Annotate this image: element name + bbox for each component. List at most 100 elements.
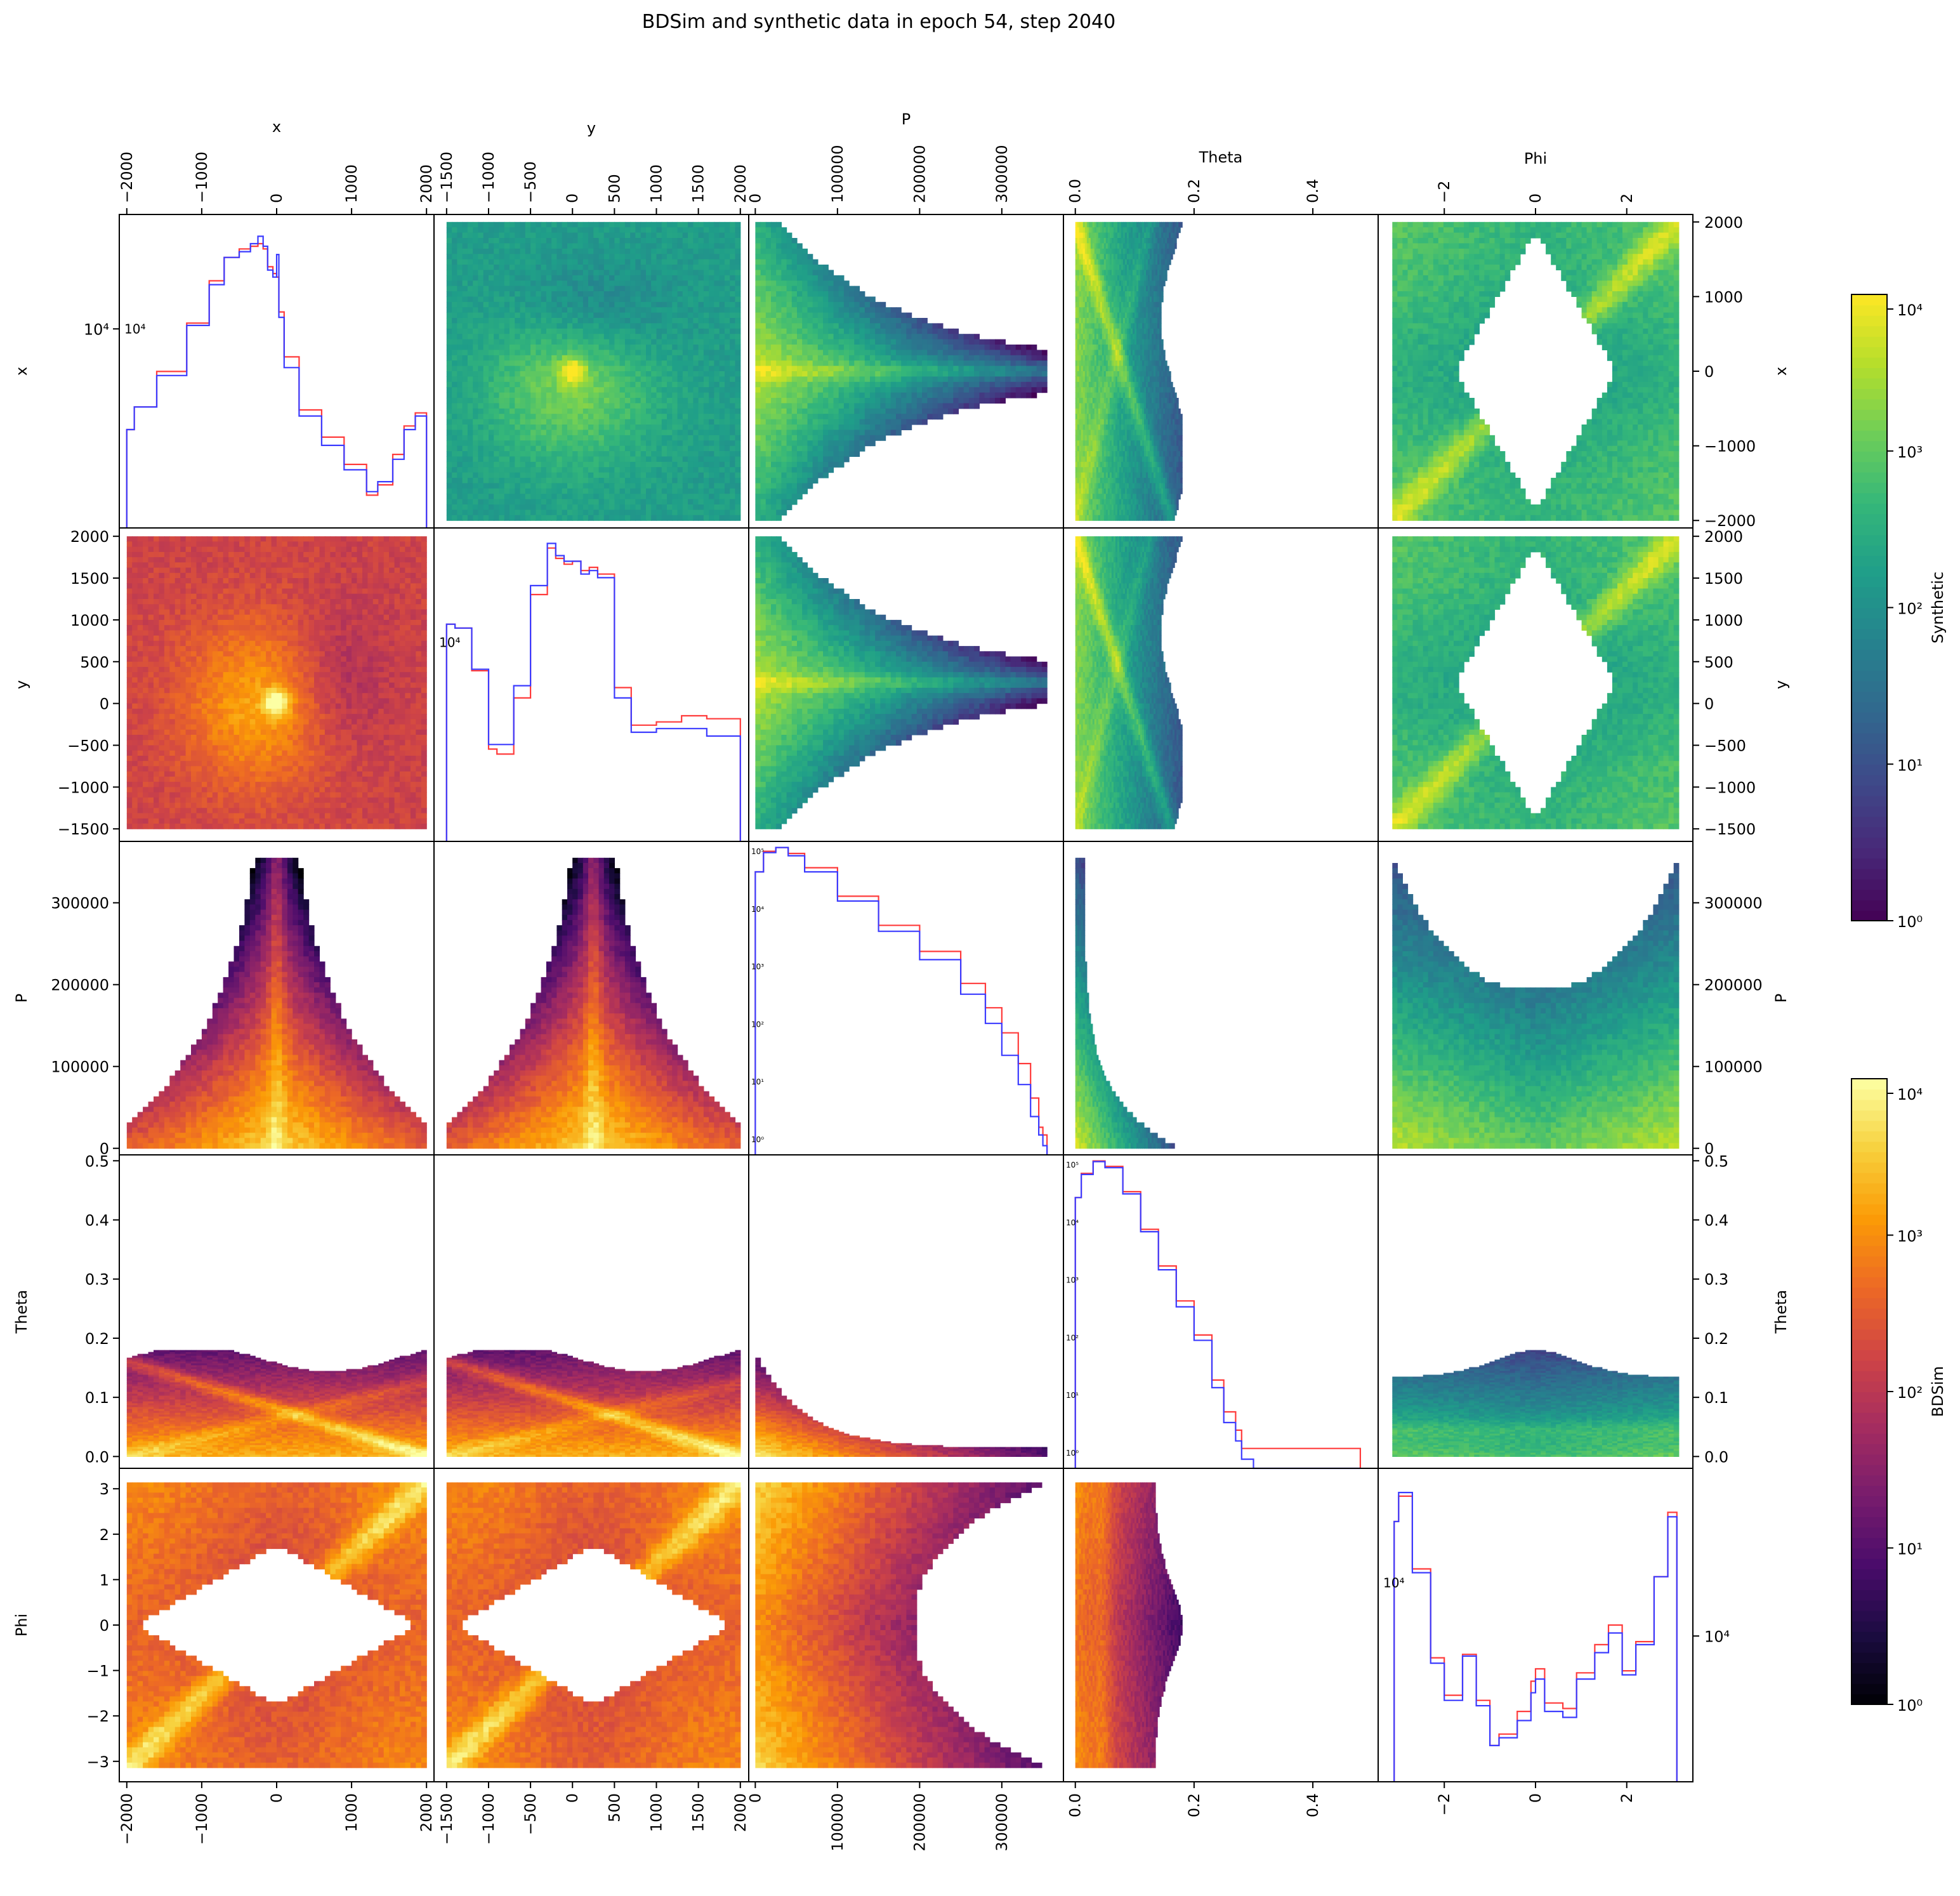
hist2d-bin (562, 233, 568, 239)
hist2d-bin (593, 371, 599, 377)
hist2d-bin (609, 238, 615, 244)
hist2d-bin (499, 318, 505, 324)
hist2d-bin (478, 414, 483, 419)
hist2d-bin (735, 313, 741, 319)
hist2d-bin (688, 440, 694, 446)
hist2d-bin (609, 318, 615, 324)
hist2d-bin (546, 270, 552, 275)
hist2d-bin (725, 393, 730, 398)
hist2d-bin (688, 286, 694, 292)
hist2d-bin (556, 376, 562, 382)
hist2d-bin (463, 345, 468, 350)
hist2d-bin (699, 371, 704, 377)
hist2d-bin (735, 280, 741, 286)
hist2d-bin (614, 425, 620, 430)
hist2d-bin (730, 446, 735, 452)
hist2d-bin (651, 376, 657, 382)
hist2d-bin (541, 355, 547, 361)
hist2d-bin (541, 334, 547, 339)
hist2d-bin (625, 323, 631, 329)
hist2d-bin (683, 419, 688, 425)
hist2d-bin (556, 275, 562, 281)
hist2d-bin (551, 227, 557, 233)
hist2d-bin (463, 296, 468, 302)
hist2d-bin (630, 366, 636, 372)
hist2d-bin (735, 339, 741, 345)
hist2d-bin (699, 451, 704, 457)
hist2d-bin (720, 376, 725, 382)
hist2d-bin (489, 238, 494, 244)
hist2d-bin (578, 515, 584, 521)
hist2d-bin (614, 270, 620, 275)
hist2d-bin (609, 430, 615, 435)
hist2d-bin (761, 249, 766, 254)
hist2d-bin (504, 371, 510, 377)
hist2d-bin (468, 462, 473, 468)
hist2d-bin (515, 307, 520, 313)
hist2d-bin (704, 243, 709, 249)
hist2d-bin (489, 478, 494, 484)
hist2d-bin (635, 467, 641, 473)
hist2d-bin (530, 227, 536, 233)
hist2d-bin (515, 291, 520, 297)
hist2d-bin (704, 275, 709, 281)
hist2d-bin (614, 489, 620, 494)
hist2d-bin (525, 382, 531, 388)
hist2d-bin (625, 371, 631, 377)
hist2d-bin (483, 280, 489, 286)
hist2d-bin (551, 414, 557, 419)
hist2d-bin (536, 499, 541, 505)
hist2d-bin (494, 260, 499, 265)
hist2d-bin (735, 440, 741, 446)
hist2d-bin (530, 440, 536, 446)
hist2d-bin (578, 350, 584, 355)
hist2d-bin (630, 339, 636, 345)
hist2d-bin (657, 451, 662, 457)
hist2d-bin (463, 366, 468, 372)
hist2d-bin (478, 510, 483, 515)
hist2d-bin (473, 334, 478, 339)
hist2d-bin (525, 451, 531, 457)
hist2d-bin (567, 339, 573, 345)
hist2d-bin (499, 376, 505, 382)
hist2d-bin (630, 280, 636, 286)
hist2d-bin (536, 483, 541, 489)
hist2d-bin (494, 355, 499, 361)
hist2d-bin (588, 339, 594, 345)
hist2d-bin (662, 313, 668, 319)
hist2d-bin (609, 393, 615, 398)
hist2d-bin (620, 345, 626, 350)
hist2d-bin (720, 254, 725, 260)
hist2d-bin (510, 451, 515, 457)
hist2d-bin (704, 456, 709, 462)
hist2d-bin (704, 313, 709, 319)
hist2d-bin (625, 504, 631, 510)
hist2d-bin (699, 270, 704, 275)
hist2d-bin (730, 360, 735, 366)
panel-x-vs-p (749, 214, 1063, 528)
hist2d-bin (583, 280, 589, 286)
hist2d-bin (530, 302, 536, 308)
hist2d-bin (515, 504, 520, 510)
hist2d-bin (530, 296, 536, 302)
hist2d-bin (525, 355, 531, 361)
hist2d-bin (657, 409, 662, 414)
hist2d-bin (478, 249, 483, 254)
hist2d-bin (761, 393, 766, 398)
hist2d-bin (761, 254, 766, 260)
hist2d-bin (572, 286, 578, 292)
hist2d-bin (551, 318, 557, 324)
hist2d-bin (693, 403, 699, 409)
hist2d-bin (499, 494, 505, 499)
hist2d-bin (536, 345, 541, 350)
hist2d-bin (620, 260, 626, 265)
hist2d-bin (672, 270, 678, 275)
hist2d-bin (536, 398, 541, 404)
hist2d-bin (562, 403, 568, 409)
hist2d-bin (599, 296, 605, 302)
hist2d-bin (714, 355, 720, 361)
hist2d-bin (709, 478, 714, 484)
hist2d-bin (578, 366, 584, 372)
hist2d-bin (755, 409, 761, 414)
hist2d-bin (452, 302, 457, 308)
